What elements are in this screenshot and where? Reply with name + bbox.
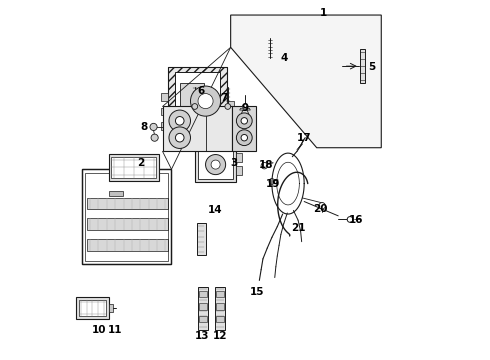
Circle shape (205, 154, 225, 175)
Circle shape (347, 217, 353, 222)
Bar (79, 300, 106, 316)
Bar (216, 291, 224, 297)
Text: 12: 12 (213, 331, 227, 341)
Bar (168, 67, 227, 137)
Circle shape (241, 134, 247, 141)
Text: 5: 5 (368, 62, 376, 72)
Bar (216, 303, 224, 310)
Circle shape (150, 123, 157, 131)
Bar (216, 316, 224, 322)
Polygon shape (232, 107, 256, 151)
Bar (236, 153, 243, 162)
Circle shape (243, 104, 247, 109)
Bar (236, 166, 243, 175)
Bar (87, 239, 168, 251)
Circle shape (169, 110, 191, 132)
Text: 15: 15 (250, 287, 265, 297)
Circle shape (261, 162, 268, 169)
Text: 6: 6 (197, 86, 205, 96)
Text: 4: 4 (281, 53, 288, 63)
Bar (195, 148, 236, 182)
Bar (197, 150, 233, 179)
Polygon shape (82, 169, 172, 264)
Circle shape (211, 160, 220, 169)
Bar (87, 198, 168, 210)
Circle shape (236, 130, 252, 145)
Bar (109, 191, 123, 196)
Text: 19: 19 (266, 179, 280, 189)
Circle shape (151, 134, 158, 141)
Bar (227, 101, 234, 116)
Text: 9: 9 (242, 103, 248, 113)
Text: 8: 8 (140, 122, 147, 132)
Bar (111, 157, 156, 178)
Bar (161, 122, 168, 130)
Bar (199, 291, 207, 297)
Circle shape (225, 104, 231, 109)
Bar (109, 304, 113, 312)
Polygon shape (240, 108, 250, 110)
Bar (196, 223, 205, 255)
Circle shape (169, 127, 191, 148)
Bar (197, 287, 208, 329)
Circle shape (269, 179, 275, 184)
Polygon shape (163, 107, 232, 151)
Circle shape (175, 134, 184, 142)
Text: 10: 10 (92, 325, 106, 335)
Text: 14: 14 (208, 206, 223, 216)
Text: 13: 13 (195, 331, 209, 341)
Bar (199, 303, 207, 310)
Bar (85, 173, 168, 261)
Bar (109, 154, 159, 181)
Text: 21: 21 (291, 224, 305, 233)
Circle shape (175, 117, 184, 125)
Bar (161, 108, 168, 116)
Bar (76, 297, 109, 319)
Text: 7: 7 (220, 93, 227, 103)
Circle shape (192, 104, 197, 109)
Text: 16: 16 (349, 215, 364, 225)
Bar (199, 316, 207, 322)
Circle shape (198, 94, 213, 109)
Bar (175, 72, 220, 132)
Text: 20: 20 (313, 204, 327, 215)
Bar (180, 83, 204, 126)
Text: 1: 1 (320, 8, 327, 18)
Bar (161, 93, 168, 101)
Text: 2: 2 (137, 158, 145, 168)
Text: 18: 18 (259, 160, 274, 170)
Polygon shape (231, 15, 381, 148)
Bar (87, 219, 168, 230)
Circle shape (319, 203, 325, 209)
Text: 11: 11 (108, 325, 122, 335)
Circle shape (241, 118, 247, 124)
Text: 17: 17 (297, 133, 312, 143)
Bar (360, 49, 366, 83)
Circle shape (236, 113, 252, 129)
Bar (168, 67, 227, 137)
Text: 3: 3 (231, 158, 238, 168)
Circle shape (191, 86, 220, 116)
Bar (215, 287, 225, 329)
